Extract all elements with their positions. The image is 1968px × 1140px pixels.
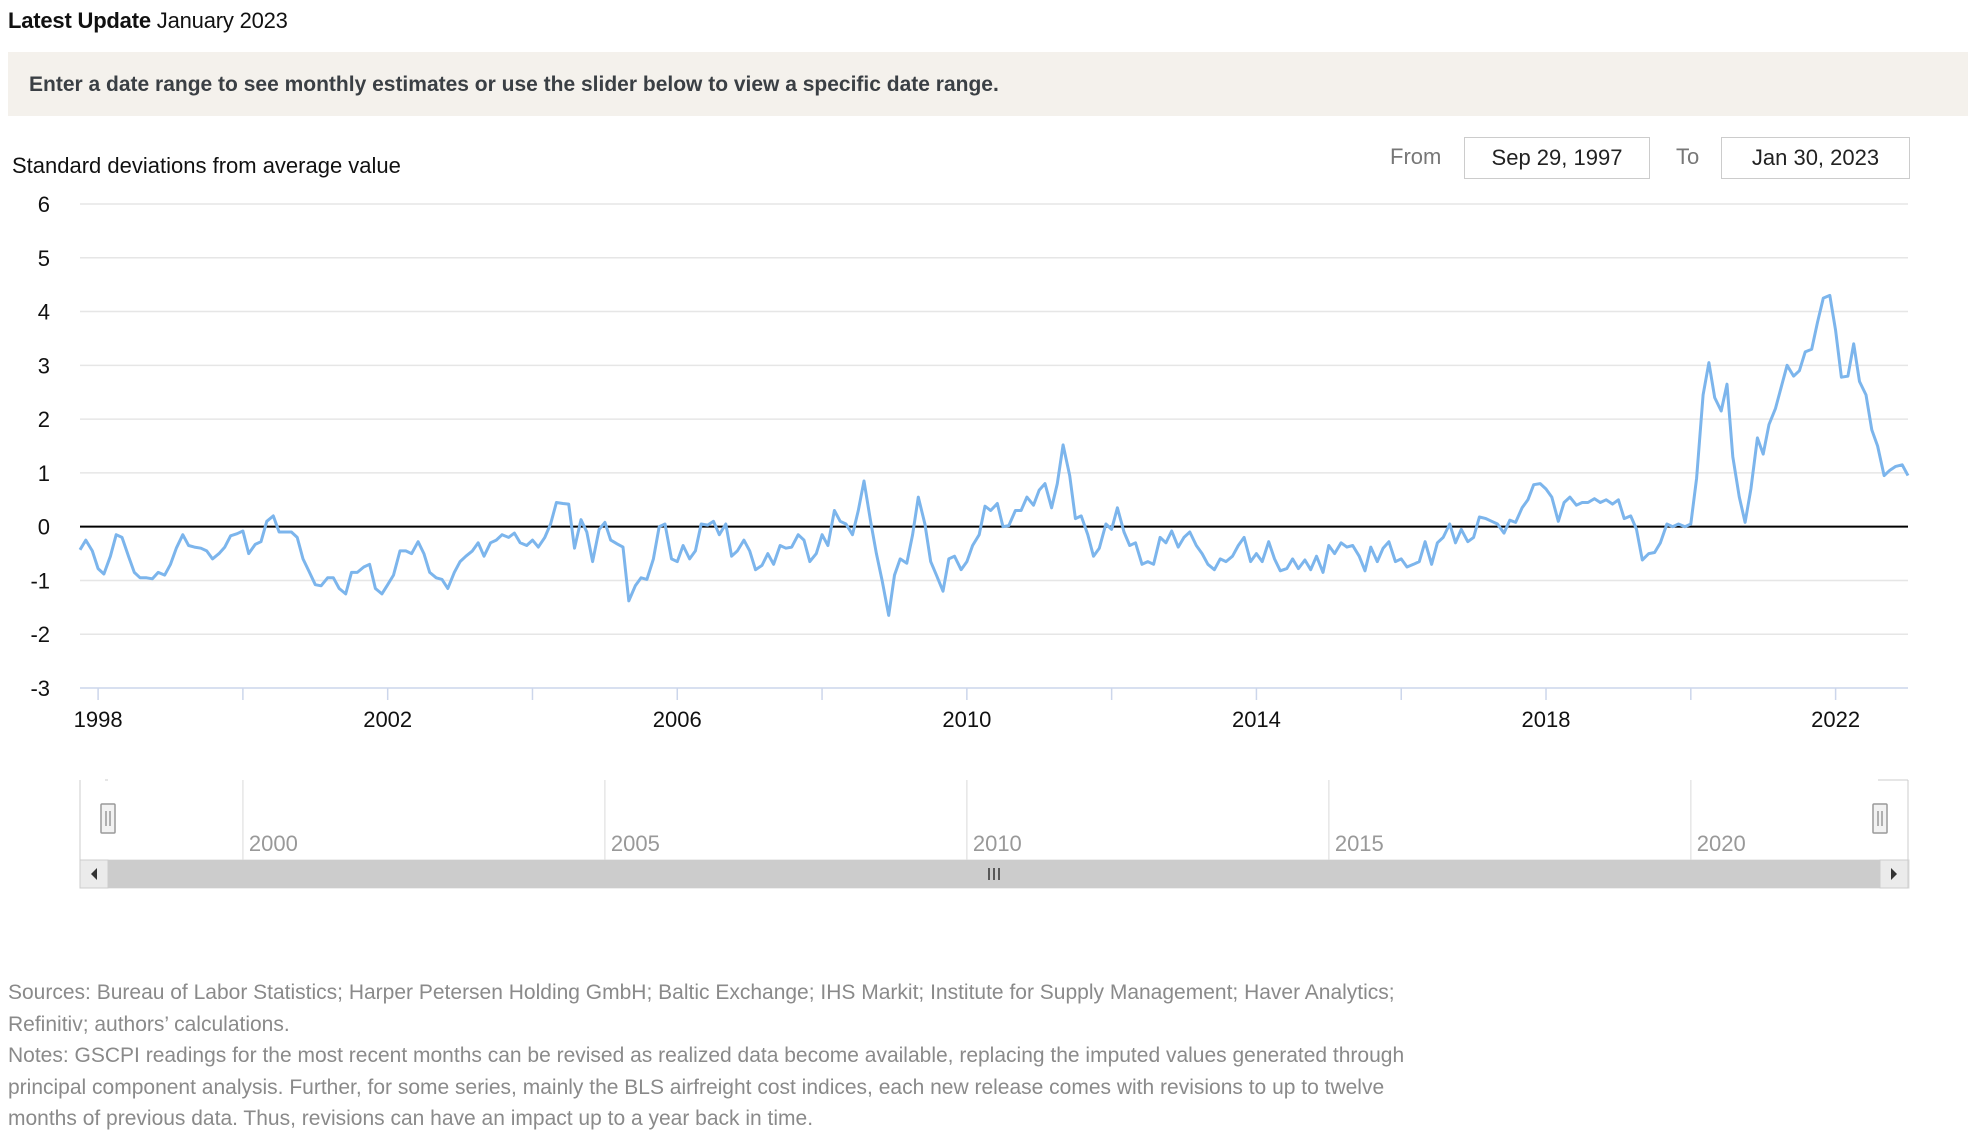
y-tick-label: 0: [38, 515, 50, 540]
latest-update-value: January 2023: [156, 8, 288, 33]
navigator-tick-label: 2005: [611, 831, 660, 856]
y-tick-label: 6: [38, 192, 50, 217]
to-date-input[interactable]: Jan 30, 2023: [1721, 137, 1910, 179]
arrow-right-icon: [1891, 868, 1897, 880]
navigator[interactable]: 2000 2005 2010 2015 2020: [79, 779, 1910, 889]
x-tick-label: 2022: [1811, 707, 1860, 732]
to-label: To: [1676, 144, 1700, 169]
y-tick-label: -1: [30, 568, 50, 593]
instruction-text: Enter a date range to see monthly estima…: [29, 73, 999, 96]
y-axis-ticks: 6 5 4 3 2 1 0 -1 -2 -3: [30, 192, 50, 701]
from-date-input[interactable]: Sep 29, 1997: [1464, 137, 1650, 179]
navigator-left-handle[interactable]: [100, 803, 116, 834]
gscpi-line-chart: 6 5 4 3 2 1 0 -1 -2 -3 1998 2002 2006 2010 2014 2018 20…: [30, 192, 1910, 889]
y-tick-label: 4: [38, 300, 50, 325]
x-tick-label: 1998: [74, 707, 123, 732]
series-line: [78, 293, 1910, 617]
navigator-tick-label: 2000: [249, 831, 298, 856]
navigator-right-handle[interactable]: [1872, 803, 1888, 834]
x-axis-ticks: 1998 2002 2006 2010 2014 2018 2022: [74, 688, 1860, 732]
scrollbar[interactable]: [79, 859, 1910, 889]
y-axis-title: Standard deviations from average value: [12, 153, 401, 178]
y-tick-label: 3: [38, 353, 50, 378]
arrow-left-icon: [91, 868, 97, 880]
navigator-ticks: 2000 2005 2010 2015 2020: [242, 780, 1746, 860]
navigator-tick-label: 2015: [1335, 831, 1384, 856]
scrollbar-grip-icon: [988, 868, 1000, 880]
y-tick-label: 5: [38, 246, 50, 271]
scroll-left-button[interactable]: [79, 859, 109, 889]
footnotes: Sources: Bureau of Labor Statistics; Har…: [8, 977, 1428, 1135]
y-tick-label: 1: [38, 461, 50, 486]
navigator-tick-label: 2020: [1697, 831, 1746, 856]
x-tick-label: 2002: [363, 707, 412, 732]
y-tick-label: -2: [30, 622, 50, 647]
scroll-right-button[interactable]: [1879, 859, 1909, 889]
y-tick-label: -3: [30, 676, 50, 701]
gridlines: [80, 203, 1908, 635]
sources-text: Sources: Bureau of Labor Statistics; Har…: [8, 981, 1401, 1036]
navigator-tick-label: 2010: [973, 831, 1022, 856]
instruction-banner: Enter a date range to see monthly estima…: [8, 52, 1968, 116]
latest-update: Latest Update January 2023: [8, 8, 288, 34]
x-tick-label: 2010: [942, 707, 991, 732]
notes-text: Notes: GSCPI readings for the most recen…: [8, 1044, 1410, 1130]
y-tick-label: 2: [38, 407, 50, 432]
from-label: From: [1390, 144, 1442, 169]
latest-update-label: Latest Update: [8, 8, 151, 33]
x-tick-label: 2014: [1232, 707, 1281, 732]
x-tick-label: 2006: [653, 707, 702, 732]
x-tick-label: 2018: [1522, 707, 1571, 732]
